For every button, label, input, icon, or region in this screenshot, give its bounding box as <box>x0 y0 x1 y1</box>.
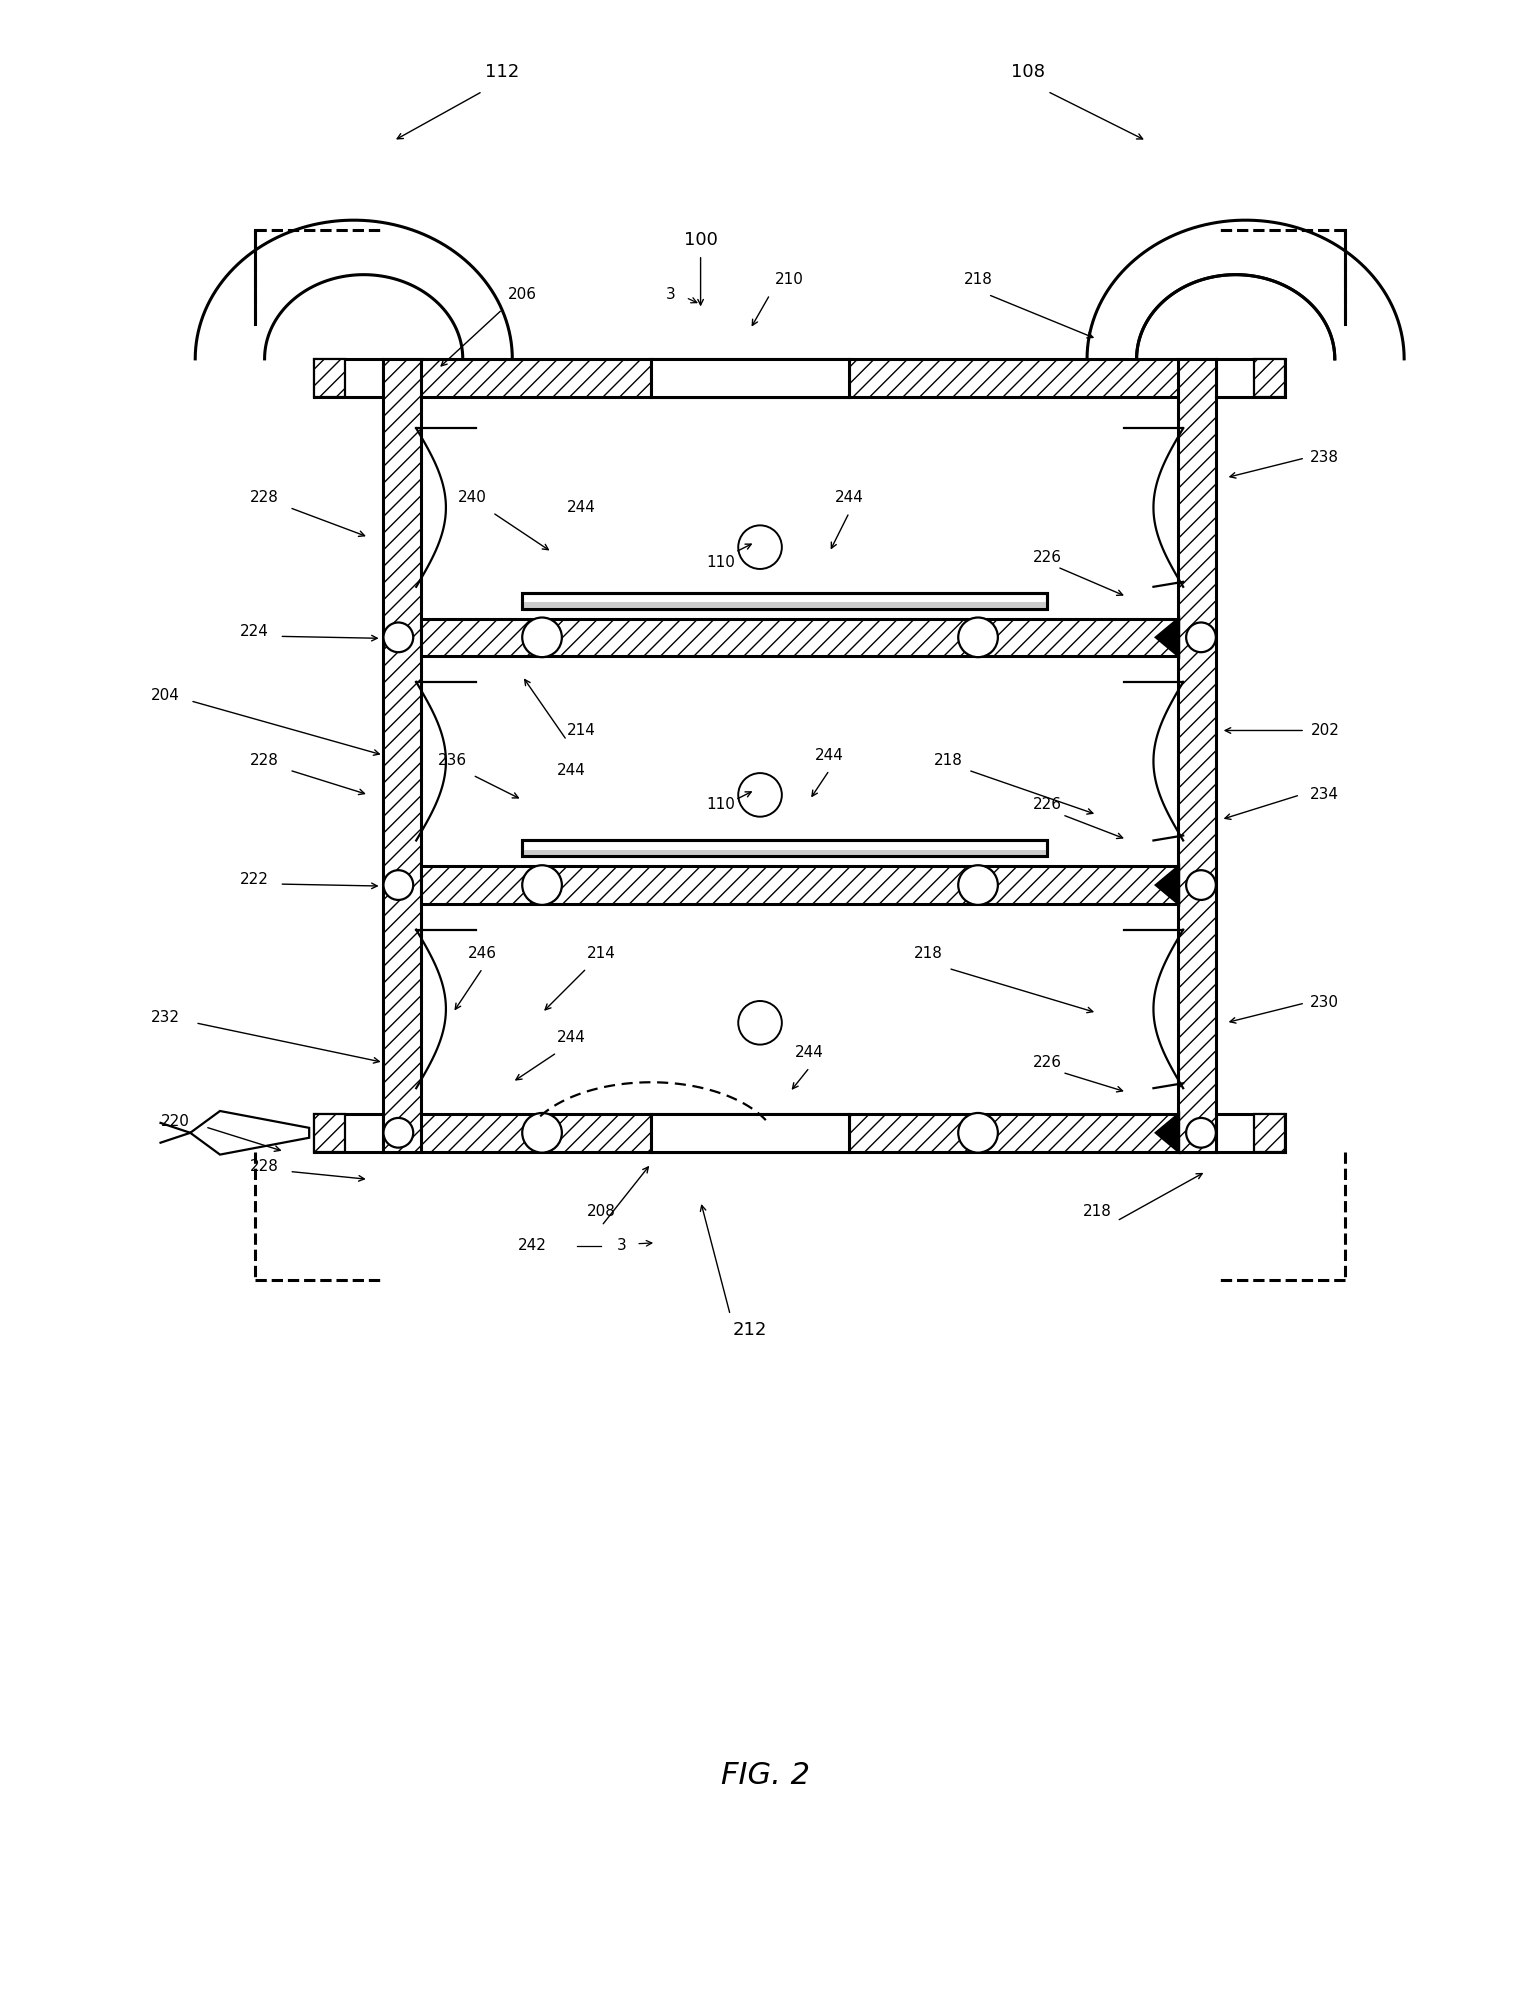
Bar <box>522 593 1048 609</box>
Text: 238: 238 <box>1310 451 1339 465</box>
Text: 202: 202 <box>1310 723 1339 737</box>
Text: 3: 3 <box>617 1238 626 1254</box>
Text: 210: 210 <box>776 272 805 286</box>
Polygon shape <box>1154 863 1180 907</box>
Circle shape <box>739 525 782 569</box>
Bar <box>522 593 1048 609</box>
Circle shape <box>522 1114 562 1152</box>
Polygon shape <box>1154 615 1180 659</box>
Circle shape <box>1186 1118 1216 1148</box>
Text: 112: 112 <box>485 62 520 80</box>
Text: 220: 220 <box>161 1114 190 1130</box>
Text: 218: 218 <box>964 272 993 286</box>
Bar <box>421 865 1178 903</box>
Text: 218: 218 <box>1083 1204 1111 1218</box>
Text: 228: 228 <box>249 491 278 505</box>
Text: 230: 230 <box>1310 995 1339 1010</box>
Text: 100: 100 <box>684 230 718 248</box>
Text: 232: 232 <box>151 1010 181 1026</box>
Bar <box>384 359 1216 397</box>
Circle shape <box>958 617 998 657</box>
Bar <box>384 1114 1216 1152</box>
Text: 244: 244 <box>835 491 863 505</box>
Text: 110: 110 <box>705 555 734 569</box>
Text: 234: 234 <box>1310 787 1339 803</box>
Text: 242: 242 <box>517 1238 546 1254</box>
Text: 218: 218 <box>933 753 962 767</box>
Circle shape <box>958 1114 998 1152</box>
Text: 244: 244 <box>796 1046 825 1060</box>
Bar <box>1255 359 1285 397</box>
Text: FIG. 2: FIG. 2 <box>721 1761 809 1791</box>
Circle shape <box>384 1118 413 1148</box>
Text: 204: 204 <box>151 689 181 703</box>
Circle shape <box>384 869 413 899</box>
Circle shape <box>1186 869 1216 899</box>
Text: 228: 228 <box>249 753 278 767</box>
Text: 240: 240 <box>459 491 487 505</box>
Text: 222: 222 <box>240 871 269 887</box>
Text: 206: 206 <box>508 286 537 302</box>
Text: 226: 226 <box>1033 797 1062 813</box>
Text: 244: 244 <box>557 763 586 777</box>
Circle shape <box>1186 623 1216 653</box>
Text: 236: 236 <box>438 753 468 767</box>
Bar <box>522 841 1048 857</box>
Bar <box>421 397 1178 1114</box>
Bar <box>421 619 1178 657</box>
Bar <box>1255 1114 1285 1152</box>
Circle shape <box>522 865 562 905</box>
Bar <box>314 359 346 397</box>
Text: 226: 226 <box>1033 1056 1062 1070</box>
Text: 214: 214 <box>588 945 617 961</box>
Text: 244: 244 <box>557 1030 586 1046</box>
Text: 224: 224 <box>240 623 269 639</box>
Bar <box>1178 359 1216 1152</box>
Bar <box>522 849 1048 857</box>
Text: 244: 244 <box>815 747 845 763</box>
Bar <box>314 1114 346 1152</box>
Text: 246: 246 <box>468 945 497 961</box>
Circle shape <box>739 1002 782 1046</box>
Circle shape <box>958 865 998 905</box>
Text: 218: 218 <box>913 945 942 961</box>
Text: 110: 110 <box>705 797 734 813</box>
Text: 244: 244 <box>568 501 597 515</box>
Circle shape <box>384 623 413 653</box>
Polygon shape <box>190 1112 309 1154</box>
Polygon shape <box>1154 1112 1180 1154</box>
Text: 226: 226 <box>1033 549 1062 565</box>
Text: 208: 208 <box>588 1204 617 1218</box>
Circle shape <box>739 773 782 817</box>
Text: 214: 214 <box>568 723 597 737</box>
Bar <box>384 359 421 1152</box>
Bar <box>652 359 849 397</box>
Text: 212: 212 <box>733 1322 768 1338</box>
Text: 228: 228 <box>249 1160 278 1174</box>
Circle shape <box>522 617 562 657</box>
Bar <box>522 841 1048 857</box>
Text: 3: 3 <box>666 286 676 302</box>
Text: 108: 108 <box>1011 62 1045 80</box>
Bar <box>522 603 1048 609</box>
Bar <box>652 1114 849 1152</box>
